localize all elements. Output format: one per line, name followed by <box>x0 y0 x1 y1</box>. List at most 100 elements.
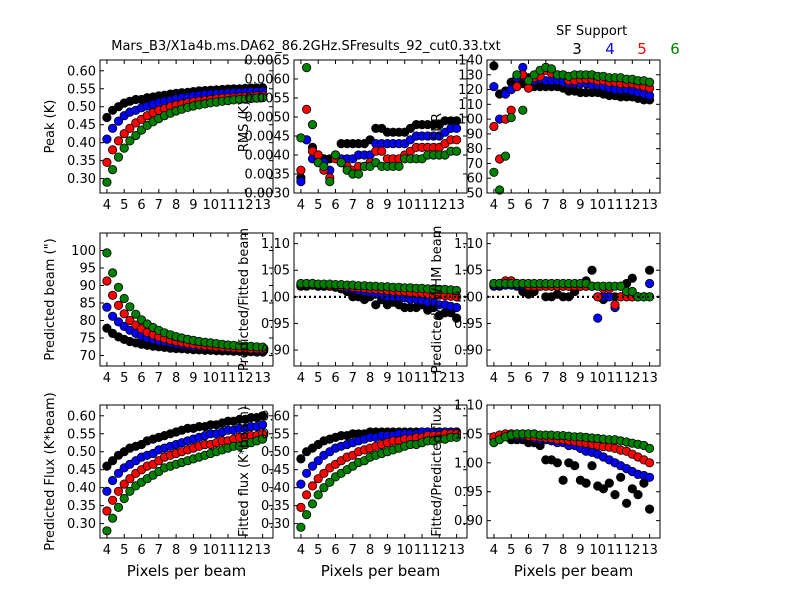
data-point <box>125 302 135 312</box>
y-tick-label: 0.35 <box>261 499 290 514</box>
data-point <box>113 502 124 512</box>
x-tick-label: 6 <box>137 198 145 213</box>
y-tick-label: 0.0035 <box>245 168 291 183</box>
y-tick-label: 1.10 <box>454 237 483 252</box>
y-tick-label: 0.55 <box>67 82 96 97</box>
data-point <box>506 113 516 123</box>
panel-9: 4 5 6 7 8 9 10 11 12 130.900.951.001.051.10Fitted… <box>430 399 661 580</box>
y-tick-label: 0.90 <box>454 514 483 529</box>
x-tick-label: 8 <box>559 543 567 558</box>
data-point <box>102 461 112 471</box>
x-tick-label: 5 <box>314 371 322 386</box>
x-axis-label: Pixels per beam <box>127 562 247 580</box>
y-tick-label: 1.05 <box>454 427 483 442</box>
plot-frame <box>486 404 661 539</box>
y-tick-label: 0.50 <box>261 445 290 460</box>
y-tick-label: 0.40 <box>67 136 96 151</box>
x-tick-label: 12 <box>624 371 641 386</box>
x-tick-label: 6 <box>331 371 339 386</box>
data-point <box>558 475 568 485</box>
data-point <box>131 130 141 141</box>
data-point <box>102 506 112 516</box>
data-point <box>102 177 112 187</box>
data-point <box>108 495 118 505</box>
x-tick-label: 6 <box>331 198 339 213</box>
x-tick-label: 4 <box>297 198 305 213</box>
y-axis-label: Predicted Flux (K*beam) <box>43 392 58 550</box>
y-tick-label: 75 <box>79 332 96 347</box>
panel-2: 4 5 6 7 8 9 10 11 12 130.00300.00350.00400.00450.… <box>237 54 468 213</box>
data-point <box>627 286 637 297</box>
x-tick-label: 11 <box>414 543 431 558</box>
data-point <box>301 509 312 520</box>
data-point <box>644 458 655 468</box>
data-point <box>113 152 124 162</box>
legend-entry-3: 3 <box>572 40 582 58</box>
data-point <box>587 461 597 471</box>
data-point <box>394 161 404 171</box>
y-tick-label: 0.40 <box>261 481 290 496</box>
data-point <box>325 477 335 487</box>
x-tick-label: 7 <box>542 543 550 558</box>
data-point <box>113 300 124 310</box>
data-point <box>296 479 306 489</box>
x-tick-label: 7 <box>542 371 550 386</box>
y-tick-label: 0.95 <box>454 485 483 500</box>
data-point <box>451 313 462 323</box>
data-point <box>587 265 597 275</box>
x-tick-label: 9 <box>189 543 197 558</box>
x-tick-label: 4 <box>297 371 305 386</box>
data-point <box>307 481 318 491</box>
data-point <box>119 129 129 139</box>
data-point <box>330 150 341 160</box>
data-point <box>113 116 124 126</box>
x-tick-label: 6 <box>524 543 532 558</box>
x-tick-label: 12 <box>237 543 254 558</box>
data-point <box>301 468 312 478</box>
y-tick-label: 0.95 <box>261 317 290 332</box>
data-point <box>257 411 268 421</box>
x-tick-label: 13 <box>448 543 465 558</box>
data-point <box>102 157 112 167</box>
x-tick-label: 4 <box>103 543 111 558</box>
y-tick-label: 0.35 <box>67 499 96 514</box>
y-tick-label: 0.45 <box>67 463 96 478</box>
data-point <box>523 76 534 86</box>
y-tick-label: 80 <box>466 142 483 157</box>
y-axis-label: Predicted/FWHM beam <box>430 226 445 374</box>
x-tick-label: 12 <box>431 543 448 558</box>
series-3 <box>102 429 268 516</box>
y-tick-label: 0.0050 <box>245 111 291 126</box>
legend-title: SF Support <box>556 24 627 39</box>
y-tick-label: 1.00 <box>454 290 483 305</box>
x-tick-label: 12 <box>237 198 254 213</box>
data-point <box>125 123 135 133</box>
x-tick-label: 6 <box>137 543 145 558</box>
data-point <box>257 93 268 103</box>
x-tick-label: 7 <box>349 371 357 386</box>
data-point <box>296 454 306 464</box>
y-axis-label: Fitted flux (K*beam) <box>237 406 252 537</box>
data-point <box>546 64 557 74</box>
y-tick-label: 1.10 <box>454 399 483 414</box>
data-point <box>489 82 499 92</box>
x-tick-label: 8 <box>366 198 374 213</box>
x-tick-label: 10 <box>396 198 413 213</box>
data-point <box>296 177 306 187</box>
y-tick-label: 60 <box>466 172 483 187</box>
y-tick-label: 0.30 <box>67 172 96 187</box>
data-point <box>102 323 112 333</box>
x-tick-label: 7 <box>542 198 550 213</box>
series-4 <box>102 248 268 352</box>
data-point <box>257 434 268 444</box>
data-point <box>451 123 462 133</box>
data-point <box>296 133 306 143</box>
y-tick-label: 0.0045 <box>245 130 291 145</box>
data-point <box>644 472 655 482</box>
y-tick-label: 0.90 <box>261 344 290 359</box>
y-tick-label: 0.90 <box>454 344 483 359</box>
data-point <box>313 490 323 500</box>
y-tick-label: 90 <box>466 127 483 142</box>
x-tick-label: 12 <box>431 198 448 213</box>
x-tick-label: 8 <box>172 543 180 558</box>
